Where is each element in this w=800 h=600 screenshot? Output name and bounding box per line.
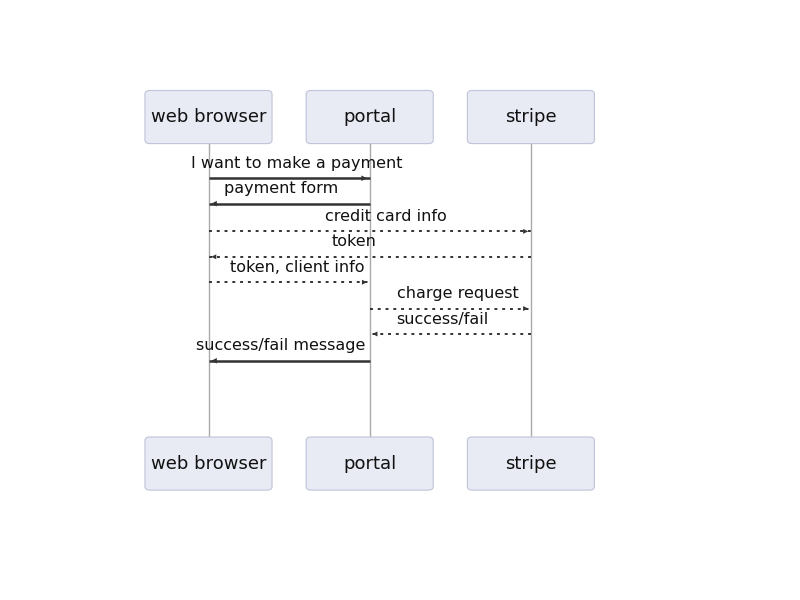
Text: stripe: stripe [505, 108, 557, 126]
FancyBboxPatch shape [145, 437, 272, 490]
Text: success/fail message: success/fail message [196, 338, 366, 353]
FancyBboxPatch shape [306, 91, 434, 143]
FancyBboxPatch shape [306, 437, 434, 490]
Text: token, client info: token, client info [230, 260, 365, 275]
Text: portal: portal [343, 455, 396, 473]
Text: web browser: web browser [150, 455, 266, 473]
Text: web browser: web browser [150, 108, 266, 126]
Text: success/fail: success/fail [396, 311, 488, 326]
Text: stripe: stripe [505, 455, 557, 473]
Text: charge request: charge request [398, 286, 519, 301]
FancyBboxPatch shape [467, 91, 594, 143]
Text: I want to make a payment: I want to make a payment [191, 156, 403, 171]
FancyBboxPatch shape [145, 91, 272, 143]
FancyBboxPatch shape [467, 437, 594, 490]
Text: portal: portal [343, 108, 396, 126]
Text: credit card info: credit card info [325, 209, 446, 224]
Text: token: token [331, 235, 376, 250]
Text: payment form: payment form [224, 181, 338, 196]
